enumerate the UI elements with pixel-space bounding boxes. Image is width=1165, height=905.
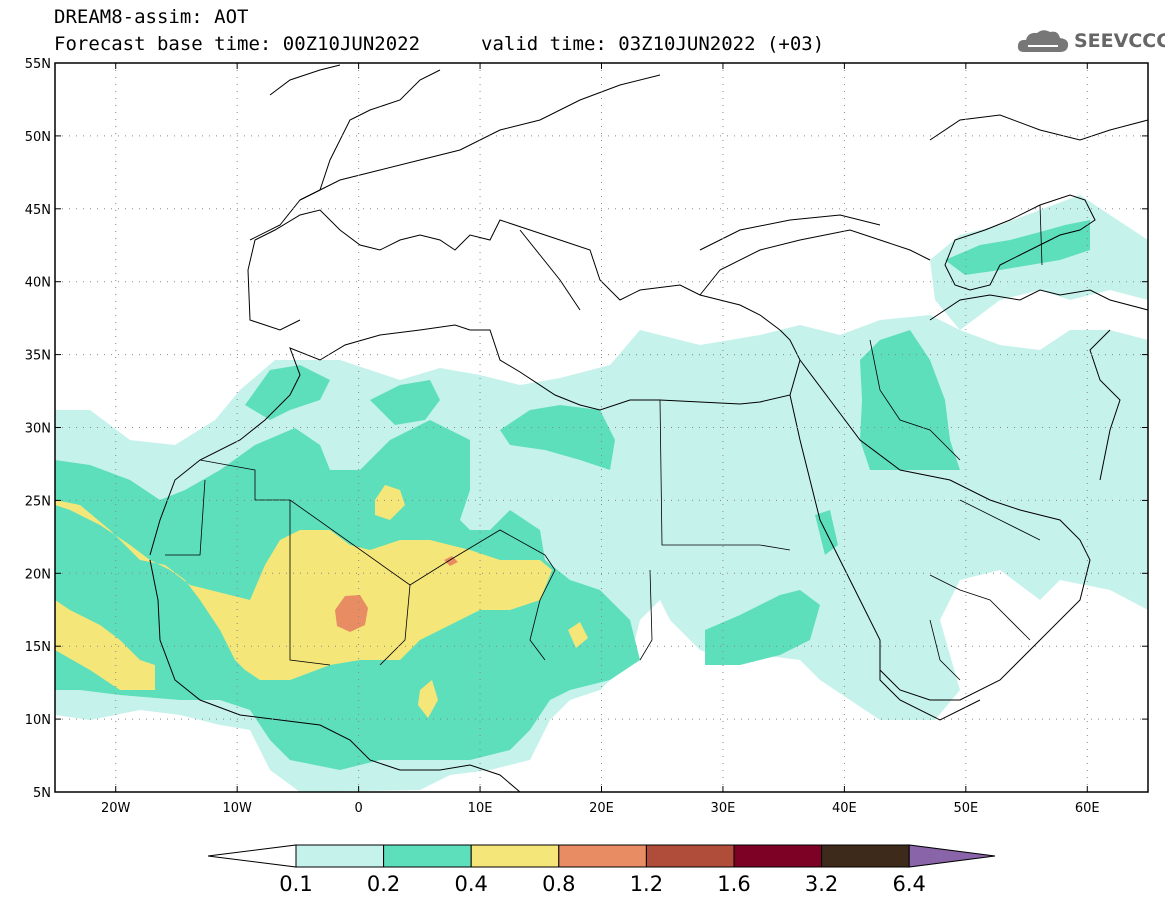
lon-label: 10E [468,801,493,816]
colorbar-swatch [470,844,560,868]
lat-label: 55N [25,57,51,72]
lat-label: 15N [25,640,51,655]
colorbar-swatch [821,844,910,868]
colorbar-swatch [733,844,823,868]
cloud-icon [1017,30,1069,52]
lat-label: 45N [25,203,51,218]
lat-label: 35N [25,349,51,364]
lat-label: 50N [25,130,51,145]
valid-time: valid time: 03Z10JUN2022 (+03) [481,33,825,55]
lon-label: 40E [832,801,857,816]
colorbar-label: 1.6 [717,872,750,896]
colorbar-label: 0.4 [454,872,487,896]
colorbar-label: 6.4 [892,872,925,896]
lon-label: 20E [589,801,614,816]
colorbar-swatch [558,844,647,868]
colorbar-label: 1.2 [630,872,663,896]
lon-label: 20W [101,801,131,816]
colorbar-under-arrow [207,844,297,868]
logo-text: SEEVCCC [1074,30,1165,52]
colorbar-label: 0.2 [367,872,400,896]
colorbar-swatch [383,844,472,868]
colorbar-over-arrow [908,844,996,868]
lat-label: 25N [25,494,51,509]
aot-level-0.4 [55,485,588,718]
colorbar-swatch [295,844,385,868]
aot-level-0.8 [335,556,458,632]
lon-label: 30E [711,801,736,816]
lat-label: 10N [25,713,51,728]
model-title: DREAM8-assim: AOT [54,6,249,28]
colorbar [207,844,996,868]
lat-label: 20N [25,567,51,582]
lat-label: 40N [25,276,51,291]
colorbar-label: 3.2 [805,872,838,896]
lon-label: 10W [222,801,252,816]
lat-tick-labels: 55N 50N 45N 40N 35N 30N 25N 20N 15N 10N 5N [25,57,51,801]
lon-tick-labels: 20W 10W 0 10E 20E 30E 40E 50E 60E [101,801,1100,816]
forecast-base-time: Forecast base time: 00Z10JUN2022 [54,33,421,55]
lon-label: 60E [1075,801,1100,816]
lat-label: 5N [33,786,51,801]
lon-label: 50E [953,801,978,816]
colorbar-labels: 0.1 0.2 0.4 0.8 1.2 1.6 3.2 6.4 [279,872,926,896]
colorbar-label: 0.1 [279,872,312,896]
colorbar-label: 0.8 [542,872,575,896]
lon-label: 0 [354,801,362,816]
colorbar-swatch [645,844,735,868]
lat-label: 30N [25,422,51,437]
grid [55,63,1148,792]
borders [165,204,1043,681]
axis-ticks [55,62,1148,793]
seevccc-logo: SEEVCCC [1016,26,1165,56]
